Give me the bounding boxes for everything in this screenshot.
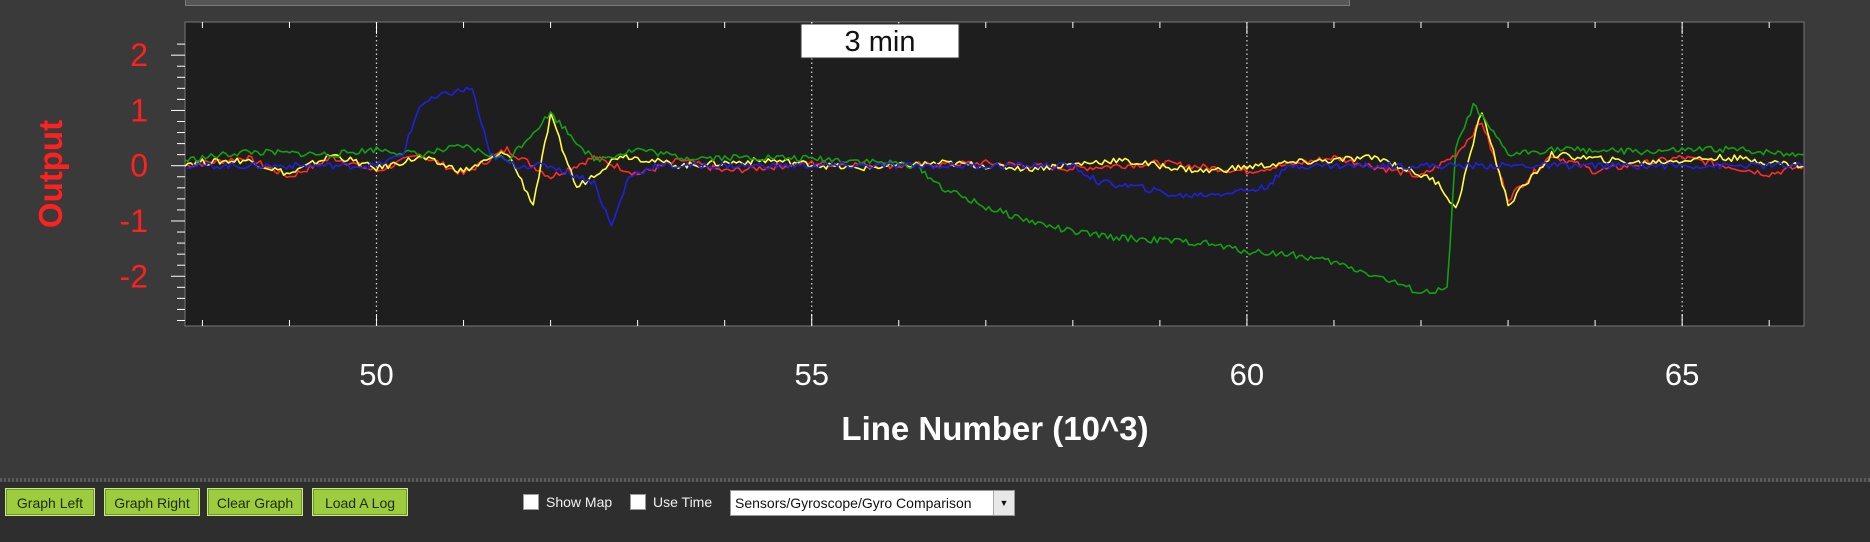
show-map-option[interactable]: Show Map bbox=[523, 492, 612, 512]
graph-select-value: Sensors/Gyroscope/Gyro Comparison bbox=[735, 495, 972, 511]
use-time-label: Use Time bbox=[653, 494, 713, 510]
y-axis-label: Output bbox=[32, 120, 69, 228]
series-line-4 bbox=[184, 86, 1805, 227]
time-badge-box bbox=[800, 23, 960, 59]
graph-select-dropdown[interactable]: Sensors/Gyroscope/Gyro Comparison ▼ bbox=[730, 490, 1015, 516]
graph-left-button[interactable]: Graph Left bbox=[5, 488, 95, 516]
graph-panel: 50 55 60 65 2 1 0 -1 -2 3 min Output Line Number… bbox=[0, 0, 1870, 478]
y-tick-label: -2 bbox=[120, 258, 148, 294]
use-time-option[interactable]: Use Time bbox=[630, 492, 712, 512]
panel-divider bbox=[0, 478, 1870, 482]
use-time-checkbox[interactable] bbox=[630, 494, 646, 510]
chevron-down-icon[interactable]: ▼ bbox=[993, 491, 1014, 515]
top-toolbar-strip bbox=[185, 0, 1350, 6]
time-badge: 3 min bbox=[845, 26, 916, 58]
line-chart[interactable]: 50 55 60 65 2 1 0 -1 -2 3 min Output Line Number… bbox=[0, 0, 1870, 478]
show-map-checkbox[interactable] bbox=[523, 494, 539, 510]
x-tick-label: 65 bbox=[1665, 357, 1699, 392]
clear-graph-button[interactable]: Clear Graph bbox=[207, 488, 303, 516]
graph-right-button[interactable]: Graph Right bbox=[104, 488, 200, 516]
x-tick-label: 55 bbox=[794, 357, 828, 392]
y-tick-label: -1 bbox=[120, 203, 148, 239]
show-map-label: Show Map bbox=[546, 494, 613, 510]
load-log-button[interactable]: Load A Log bbox=[312, 488, 408, 516]
series-line-3 bbox=[184, 102, 1805, 295]
x-axis-label: Line Number (10^3) bbox=[841, 410, 1148, 447]
x-tick-label: 60 bbox=[1230, 357, 1264, 392]
x-tick-label: 50 bbox=[359, 357, 393, 392]
y-tick-label: 0 bbox=[130, 148, 148, 184]
plot-area bbox=[184, 21, 1805, 327]
y-tick-label: 2 bbox=[130, 37, 148, 73]
y-tick-label: 1 bbox=[130, 92, 148, 128]
bottom-toolbar: Graph Left Graph Right Clear Graph Load … bbox=[0, 482, 1870, 542]
